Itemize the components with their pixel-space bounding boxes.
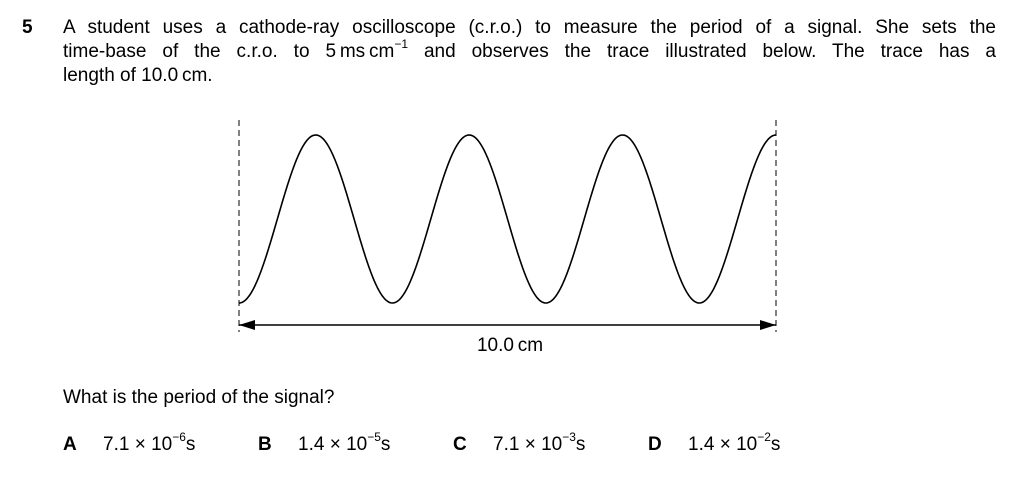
- trace-diagram: [238, 120, 777, 332]
- option-d-exponent: −2: [757, 429, 771, 444]
- option-b[interactable]: B 1.4 × 10−5s: [258, 429, 391, 457]
- question-stem-line-1: A student uses a cathode-ray oscilloscop…: [63, 17, 996, 38]
- option-a[interactable]: A 7.1 × 10−6s: [63, 429, 196, 457]
- option-d-letter: D: [648, 434, 662, 455]
- option-c[interactable]: C 7.1 × 10−3s: [453, 429, 586, 457]
- option-a-letter: A: [63, 434, 77, 455]
- question-stem-line-2: time-base of the c.r.o. to 5 ms cm−1 and…: [63, 36, 997, 64]
- question-number: 5: [22, 17, 33, 38]
- question-stem: A student uses a cathode-ray oscilloscop…: [63, 16, 996, 88]
- option-a-mantissa: 7.1 × 10: [103, 434, 173, 455]
- length-arrow-head-right: [760, 320, 776, 330]
- option-c-unit: s: [575, 434, 586, 455]
- option-d-unit: s: [770, 434, 781, 455]
- time-base-value: time-base of the c.r.o. to 5 ms cm: [63, 41, 395, 62]
- option-c-mantissa: 7.1 × 10: [493, 434, 563, 455]
- signal-waveform: [238, 134, 777, 304]
- option-b-exponent: −5: [367, 429, 381, 444]
- option-b-letter: B: [258, 434, 272, 455]
- option-a-exponent: −6: [172, 429, 186, 444]
- length-arrow-head-left: [239, 320, 255, 330]
- option-b-unit: s: [380, 434, 391, 455]
- question-stem-line-2-rest: and observes the trace illustrated below…: [408, 41, 997, 62]
- option-d-mantissa: 1.4 × 10: [688, 434, 758, 455]
- question-stem-line-3: length of 10.0 cm.: [63, 65, 213, 86]
- oscilloscope-trace-figure: [220, 112, 800, 362]
- trace-length-label: 10.0 cm: [476, 335, 544, 356]
- option-c-letter: C: [453, 434, 467, 455]
- option-a-unit: s: [185, 434, 196, 455]
- option-d[interactable]: D 1.4 × 10−2s: [648, 429, 781, 457]
- option-c-exponent: −3: [562, 429, 576, 444]
- time-base-exponent: −1: [394, 36, 408, 51]
- question-prompt: What is the period of the signal?: [63, 387, 335, 408]
- option-b-mantissa: 1.4 × 10: [298, 434, 368, 455]
